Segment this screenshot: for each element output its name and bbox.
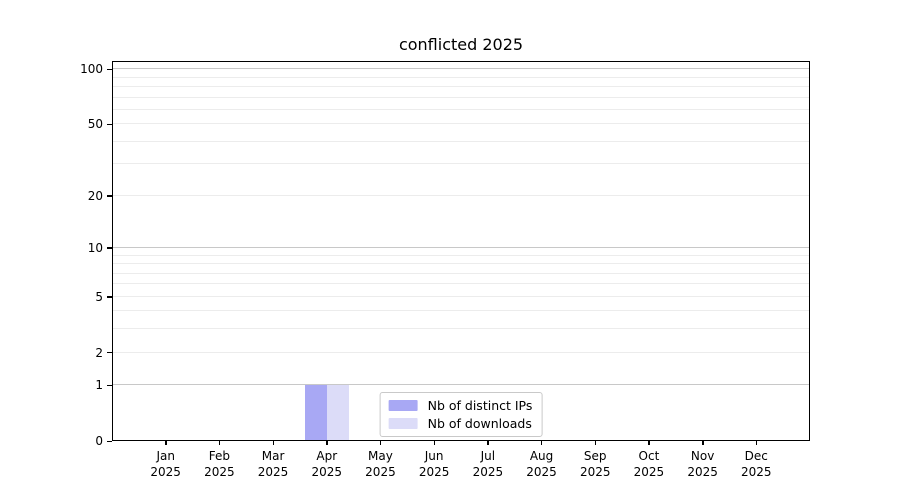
y-tick-mark	[107, 195, 112, 197]
y-gridline-minor	[112, 140, 810, 142]
x-tick-mark	[272, 441, 274, 445]
y-tick-mark	[107, 352, 112, 354]
y-tick-mark	[107, 296, 112, 298]
x-tick-month: Sep	[583, 449, 607, 463]
x-tick-label: Sep 2025	[563, 448, 627, 480]
y-tick-mark	[107, 440, 112, 442]
x-tick-mark	[594, 441, 597, 445]
x-tick-mark	[648, 441, 650, 445]
y-gridline-minor	[112, 351, 810, 353]
bar-downloads	[326, 385, 349, 441]
y-gridline-minor	[112, 96, 810, 98]
legend-item: Nb of downloads	[388, 416, 533, 431]
x-tick-year: 2025	[526, 465, 557, 479]
x-tick-label: Feb 2025	[187, 448, 251, 480]
y-gridline-major	[112, 384, 810, 386]
x-tick-month: Jul	[480, 449, 496, 463]
legend: Nb of distinct IPs Nb of downloads	[379, 392, 543, 437]
y-tick-label: 50	[87, 117, 103, 132]
y-tick-label: 100	[80, 62, 103, 77]
y-tick-label: 1	[95, 378, 103, 393]
x-tick-mark	[165, 441, 167, 445]
x-tick-year: 2025	[150, 465, 181, 479]
x-tick-mark	[541, 441, 543, 445]
x-tick-mark	[487, 441, 489, 445]
x-tick-label: Jan 2025	[134, 448, 198, 480]
legend-swatch	[388, 400, 418, 411]
legend-label: Nb of downloads	[427, 416, 532, 431]
x-tick-year: 2025	[365, 465, 396, 479]
x-tick-year: 2025	[204, 465, 235, 479]
legend-label: Nb of distinct IPs	[427, 398, 533, 413]
x-tick-month: Jan	[156, 449, 175, 463]
y-gridline-minor	[112, 310, 810, 312]
x-tick-month: Oct	[638, 449, 660, 463]
x-tick-label: Jul 2025	[456, 448, 520, 480]
legend-item: Nb of distinct IPs	[388, 398, 533, 413]
x-tick-month: Feb	[208, 449, 230, 463]
x-tick-label: Apr 2025	[295, 448, 359, 480]
x-tick-label: May 2025	[348, 448, 412, 480]
x-tick-month: Nov	[690, 449, 715, 463]
y-gridline-minor	[112, 86, 810, 88]
y-gridline-minor	[112, 295, 810, 297]
x-tick-label: Oct 2025	[617, 448, 681, 480]
y-gridline-minor	[112, 76, 810, 78]
x-tick-label: Dec 2025	[724, 448, 788, 480]
x-tick-year: 2025	[472, 465, 504, 479]
x-tick-label: Nov 2025	[671, 448, 735, 480]
y-gridline-minor	[112, 283, 810, 285]
y-gridline-minor	[112, 263, 810, 265]
plot-area: Nb of distinct IPs Nb of downloads	[112, 61, 810, 441]
y-tick-label: 5	[95, 289, 103, 304]
x-tick-year: 2025	[687, 465, 718, 479]
x-tick-label: Mar 2025	[241, 448, 305, 480]
x-tick-month: Jun	[424, 449, 444, 463]
x-tick-year: 2025	[633, 465, 665, 479]
x-tick-mark	[326, 441, 328, 445]
y-gridline-minor	[112, 272, 810, 274]
y-gridline-minor	[112, 108, 810, 110]
y-gridline-minor	[112, 163, 810, 165]
x-tick-month: May	[368, 449, 393, 463]
x-tick-mark	[433, 441, 436, 445]
y-tick-mark	[107, 123, 112, 126]
x-tick-mark	[218, 441, 221, 445]
x-tick-year: 2025	[311, 465, 343, 479]
y-gridline-minor	[112, 254, 810, 256]
x-tick-year: 2025	[257, 465, 289, 479]
y-gridline-major	[112, 246, 810, 248]
y-tick-mark	[107, 384, 112, 387]
y-tick-label: 20	[87, 188, 103, 203]
x-tick-mark	[379, 441, 382, 445]
x-tick-mark	[755, 441, 758, 445]
x-tick-label: Aug 2025	[510, 448, 574, 480]
y-gridline-minor	[112, 123, 810, 125]
x-tick-year: 2025	[418, 465, 450, 479]
x-tick-year: 2025	[741, 465, 772, 479]
y-tick-mark	[107, 247, 112, 249]
y-gridline-minor	[112, 328, 810, 330]
x-tick-month: Aug	[529, 449, 554, 463]
x-tick-year: 2025	[579, 465, 611, 479]
x-tick-month: Mar	[261, 449, 285, 463]
y-tick-label: 0	[95, 434, 103, 448]
y-tick-label: 10	[87, 240, 103, 255]
y-gridline-major	[112, 68, 810, 70]
bar-distinct-ips	[304, 385, 327, 441]
x-tick-month: Apr	[316, 449, 338, 463]
x-tick-mark	[702, 441, 704, 445]
legend-swatch	[388, 418, 418, 429]
y-tick-label: 2	[95, 345, 103, 360]
x-tick-month: Dec	[744, 449, 768, 463]
y-gridline-minor	[112, 194, 810, 196]
x-tick-label: Jun 2025	[402, 448, 466, 480]
chart-title: conflicted 2025	[398, 35, 524, 54]
y-tick-mark	[107, 68, 112, 71]
